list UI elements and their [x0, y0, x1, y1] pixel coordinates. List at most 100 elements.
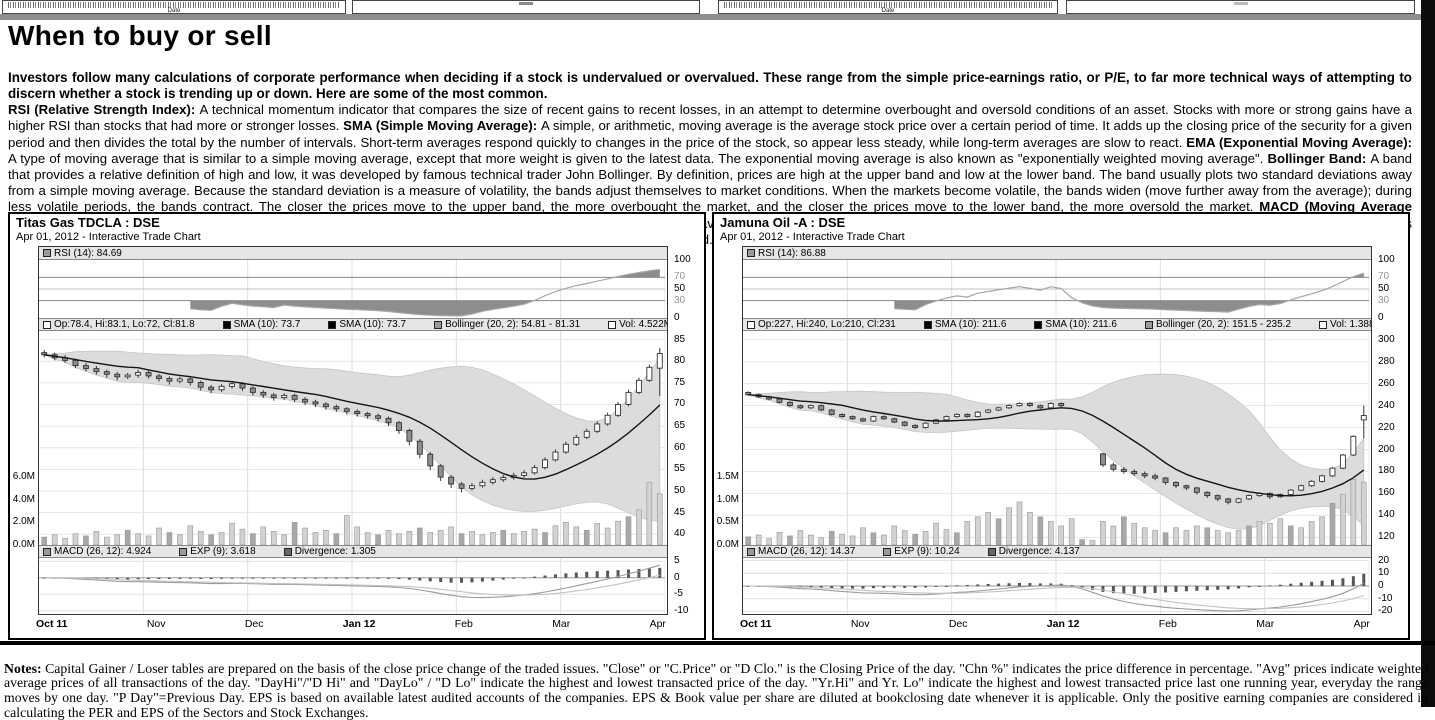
axis-tick-label: 1.0M [716, 494, 739, 505]
axis-tick-label: 0.5M [716, 516, 739, 527]
axis-tick-label: 70 [674, 398, 686, 409]
axis-tick-label: 160 [1378, 487, 1395, 498]
axis-tick-label: 0 [1378, 580, 1384, 591]
axis-tick-label: 5 [674, 555, 680, 566]
x-tick-label: Dec [948, 618, 968, 630]
axis-tick-label: -10 [1378, 593, 1393, 604]
axis-tick-label: -20 [1378, 605, 1393, 616]
x-tick-label: Oct 11 [740, 618, 772, 630]
clipped-table-box-2 [352, 0, 700, 14]
sma2-legend-text: SMA (10): 211.6 [1045, 319, 1117, 330]
rsi-legend-text: RSI (14): 86.88 [758, 247, 826, 259]
divergence-legend-text: Divergence: 4.137 [998, 546, 1080, 557]
illegible-table-row [8, 2, 340, 8]
axis-tick-label: 55 [674, 463, 686, 474]
ohlc-legend-icon [747, 320, 755, 329]
volume-axis: 1.5M 1.0M 0.5M 0.0M [716, 246, 741, 616]
axis-tick-label: 70 [674, 271, 686, 282]
clipped-table-box-3: Date [718, 0, 1058, 14]
page-title: When to buy or sell [8, 20, 272, 51]
macd-legend: MACD (26, 12): 14.37 EXP (9): 10.24 Dive… [743, 545, 1371, 558]
ohlc-legend-text: Op:227, Hi:240, Lo:210, Cl:231 [758, 319, 896, 330]
rsi-legend: RSI (14): 86.88 [743, 247, 1371, 260]
x-tick-label: Mar [1256, 618, 1275, 630]
date-axis-label: Date [167, 8, 181, 14]
sma2-legend-icon [1034, 320, 1043, 329]
price-legend: Op:78.4, Hi:83.1, Lo:72, Cl:81.8 SMA (10… [39, 318, 667, 331]
ohlc-legend-text: Op:78.4, Hi:83.1, Lo:72, Cl:81.8 [54, 319, 195, 330]
axis-tick-label: 0 [674, 312, 680, 323]
rsi-plot [39, 260, 665, 318]
chart-frame: RSI (14): 86.88 Op:227, Hi:240, Lo:210, … [742, 246, 1372, 615]
axis-tick-label: 85 [674, 334, 686, 345]
volume-legend-text: Vol: 1.388M [1330, 319, 1371, 330]
axis-tick-label: 200 [1378, 444, 1395, 455]
chart-title: Titas Gas TDCLA : DSE [16, 215, 160, 230]
chart-body: 6.0M 4.0M 2.0M 0.0M RSI (14): 84.69 Op:78.4… [12, 246, 704, 616]
sma2-legend-text: SMA (10): 73.7 [339, 319, 407, 330]
axis-tick-label: -5 [674, 588, 683, 599]
x-tick-label: Oct 11 [36, 618, 68, 630]
price-legend: Op:227, Hi:240, Lo:210, Cl:231 SMA (10):… [743, 318, 1371, 331]
x-tick-label: Dec [244, 618, 264, 630]
axis-tick-label: 30 [1378, 295, 1390, 306]
axis-tick-label: 100 [1378, 254, 1395, 265]
macd-legend-icon [43, 547, 51, 556]
macd-legend-icon [747, 547, 755, 556]
time-axis: Oct 11 Nov Dec Jan 12 Feb Mar Apr [740, 618, 1370, 630]
axis-tick-label: 10 [1378, 567, 1390, 578]
axis-tick-label: 80 [674, 355, 686, 366]
sma-legend-text: SMA (10): 211.6 [934, 319, 1007, 330]
axis-tick-label: 300 [1378, 334, 1395, 345]
axis-tick-label: 30 [674, 295, 686, 306]
x-tick-label: Feb [1158, 618, 1177, 630]
macd-plot [39, 558, 665, 614]
bollinger-legend-text: Bollinger (20, 2): 151.5 - 235.2 [1155, 319, 1292, 330]
volume-legend-text: Vol: 4.522M [619, 319, 667, 330]
sma2-legend-icon [328, 320, 337, 329]
rsi-legend-icon [43, 249, 51, 257]
rsi-legend-text: RSI (14): 84.69 [54, 247, 122, 259]
chart-subtitle: Apr 01, 2012 - Interactive Trade Chart [16, 231, 201, 243]
axis-tick-label: 280 [1378, 356, 1395, 367]
chart-title: Jamuna Oil -A : DSE [720, 215, 846, 230]
axis-tick-label: 140 [1378, 509, 1395, 520]
axis-tick-label: 240 [1378, 400, 1395, 411]
axis-tick-label: 60 [674, 442, 686, 453]
axis-tick-label: 20 [1378, 555, 1390, 566]
intro-paragraph: Investors follow many calculations of co… [8, 70, 1412, 101]
axis-tick-label: 2.0M [12, 516, 35, 527]
axis-tick-label: 100 [674, 254, 691, 265]
divergence-legend-icon [987, 547, 996, 556]
axis-tick-label: 70 [1378, 271, 1390, 282]
clipped-content-mark [519, 2, 533, 5]
axis-tick-label: 180 [1378, 465, 1395, 476]
exp-legend-icon [883, 547, 892, 556]
axis-tick-label: 0.0M [12, 539, 35, 550]
axis-tick-label: 0.0M [716, 539, 739, 550]
axis-tick-label: 1.5M [716, 471, 739, 482]
section-divider-band [0, 14, 1435, 20]
bollinger-legend-text: Bollinger (20, 2): 54.81 - 81.31 [445, 319, 581, 330]
axis-tick-label: 260 [1378, 378, 1395, 389]
ohlc-legend-icon [43, 320, 51, 329]
sma-legend-text: SMA (10): 73.7 [233, 319, 301, 330]
axis-tick-label: 75 [674, 377, 686, 388]
volume-legend-icon [608, 320, 617, 329]
axis-tick-label: 4.0M [12, 494, 35, 505]
macd-legend-text: MACD (26, 12): 4.924 [54, 546, 152, 557]
price-axis: 100 70 50 30 0 85 80 75 70 65 60 55 50 45 40 5 0 -5 -10 [671, 246, 705, 616]
chart-subtitle: Apr 01, 2012 - Interactive Trade Chart [720, 231, 905, 243]
bollinger-legend-icon [1144, 320, 1153, 329]
exp-legend-text: EXP (9): 10.24 [894, 546, 960, 557]
x-tick-label: Jan 12 [342, 618, 376, 630]
notes-divider [0, 641, 1435, 645]
illegible-table-row [724, 2, 1052, 8]
x-tick-label: Apr [1353, 618, 1370, 630]
chart-frame: RSI (14): 84.69 Op:78.4, Hi:83.1, Lo:72,… [38, 246, 668, 615]
notes-paragraph: Notes: Capital Gainer / Loser tables are… [4, 660, 1428, 720]
axis-tick-label: 50 [1378, 283, 1390, 294]
axis-tick-label: -10 [674, 605, 689, 616]
divergence-legend-text: Divergence: 1.305 [294, 546, 376, 557]
